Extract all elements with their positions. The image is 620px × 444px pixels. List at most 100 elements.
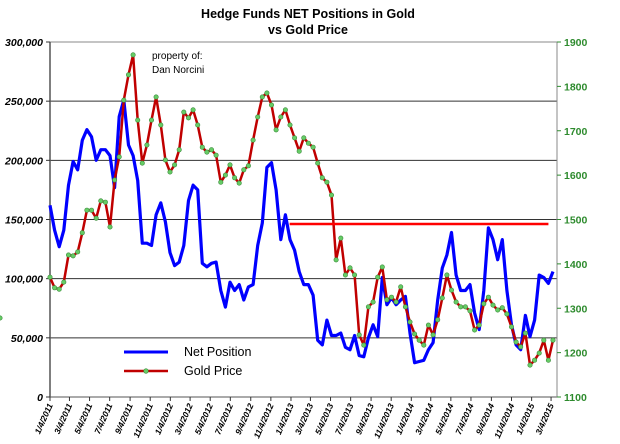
gold-price-marker: [292, 135, 298, 141]
x-tick-label: 5/4/2013: [313, 402, 336, 437]
gold-price-marker: [61, 279, 67, 285]
gold-price-marker: [167, 169, 173, 175]
gold-price-marker: [315, 160, 321, 166]
gold-price-marker: [379, 264, 385, 270]
right-tick-label: 1500: [564, 215, 588, 227]
gold-price-marker: [490, 302, 496, 308]
gold-price-marker: [310, 144, 316, 150]
left-tick-label: 0: [37, 392, 43, 404]
x-tick-label: 3/4/2014: [413, 402, 436, 437]
gold-price-marker: [209, 147, 215, 153]
gold-price-marker: [181, 109, 187, 115]
gold-price-marker: [467, 308, 473, 314]
gold-price-marker: [278, 114, 284, 120]
gold-price-marker: [259, 94, 265, 100]
x-tick-label: 7/4/2014: [453, 402, 476, 437]
gold-price-marker: [495, 307, 501, 313]
gold-price-marker: [328, 192, 334, 198]
left-tick-label: 250,000: [4, 96, 43, 108]
x-tick-label: 3/4/2011: [52, 402, 74, 436]
gold-price-marker: [375, 274, 381, 280]
net-position-line: [48, 98, 555, 365]
chart-title: Hedge Funds NET Positions in Gold: [201, 7, 415, 21]
gold-price-marker: [93, 215, 99, 221]
x-tick-label: 9/4/2012: [233, 402, 256, 437]
x-tick-label: 3/4/2015: [533, 402, 556, 437]
gold-price-marker: [545, 357, 551, 363]
gold-price-marker: [481, 301, 487, 307]
gold-price-marker: [342, 272, 348, 278]
x-tick-label: 5/4/2014: [433, 402, 456, 437]
gridlines: [50, 41, 557, 398]
gold-price-marker: [439, 295, 445, 301]
gold-price-marker: [112, 177, 118, 183]
gold-price-marker: [485, 294, 491, 300]
gold-price-marker: [236, 180, 242, 186]
gold-price-marker: [384, 297, 390, 303]
x-tick-label: 5/4/2011: [72, 402, 94, 436]
gold-price-marker: [52, 285, 58, 291]
gold-price-marker: [550, 337, 556, 343]
x-tick-label: 11/4/2013: [372, 402, 396, 439]
gold-price-marker: [448, 287, 454, 293]
gold-price-marker: [541, 337, 547, 343]
gold-price-marker: [195, 122, 201, 128]
x-tick-label: 3/4/2012: [172, 402, 195, 437]
left-tick-label: 200,000: [4, 155, 43, 167]
gold-price-marker: [508, 324, 514, 330]
x-tick-label: 3/4/2013: [293, 402, 316, 437]
x-tick-label: 11/4/2014: [492, 402, 516, 439]
gold-price-marker: [412, 331, 418, 337]
annotation-line-2: Dan Norcini: [152, 65, 204, 76]
gold-price-marker: [504, 311, 510, 317]
gold-price-marker: [513, 339, 519, 345]
gold-price-marker: [56, 286, 62, 292]
gold-price-marker: [264, 90, 270, 96]
gold-price-marker: [453, 299, 459, 305]
gold-price-marker: [338, 235, 344, 241]
gold-price-marker: [301, 135, 307, 141]
x-tick-label: 11/4/2011: [131, 402, 155, 439]
right-tick-label: 1400: [564, 259, 588, 271]
left-tick-label: 150,000: [5, 215, 43, 227]
gold-price-marker: [352, 272, 358, 278]
gold-price-marker: [250, 137, 256, 143]
gold-price-marker: [75, 249, 81, 255]
series-group: [0, 52, 556, 368]
gold-price-marker: [70, 253, 76, 259]
gold-price-marker: [435, 317, 441, 323]
gold-price-marker: [398, 284, 404, 290]
gold-price-marker: [199, 144, 205, 150]
x-tick-label: 9/4/2013: [353, 402, 376, 437]
gold-price-marker: [518, 344, 524, 350]
annotation-line-1: property of:: [152, 51, 203, 62]
x-tick-label: 11/4/2012: [251, 402, 275, 439]
gold-price-marker: [222, 172, 228, 178]
gold-price-marker: [126, 72, 132, 78]
gold-price-marker: [204, 149, 210, 155]
gold-price-marker: [130, 52, 136, 58]
gold-price-marker: [532, 357, 538, 363]
gold-price-marker: [472, 327, 478, 333]
gold-price-marker: [476, 322, 482, 328]
gold-price-marker: [522, 330, 528, 336]
gold-price-marker: [84, 207, 90, 213]
gold-price-marker: [416, 337, 422, 343]
right-axis-ticks: 1100 1200 1300 1400 1500 1600 1700 1800 1900: [557, 37, 588, 404]
x-tick-label: 7/4/2011: [92, 402, 114, 436]
x-tick-label: 7/4/2012: [213, 402, 236, 437]
gold-price-marker: [324, 179, 330, 185]
gold-price-marker: [255, 114, 261, 120]
gold-price-marker: [462, 304, 468, 310]
x-tick-label: 9/4/2014: [474, 402, 497, 437]
gold-price-marker: [241, 167, 247, 173]
gold-price-marker: [47, 274, 53, 280]
gold-price-marker: [499, 305, 505, 311]
gold-price-marker: [319, 175, 325, 181]
gold-price-marker: [287, 122, 293, 128]
gold-price-marker: [388, 294, 394, 300]
gold-price-marker: [268, 102, 274, 108]
gold-price-marker: [107, 224, 113, 230]
legend: Net Position Gold Price: [124, 345, 251, 378]
x-tick-label: 5/4/2012: [192, 402, 215, 437]
